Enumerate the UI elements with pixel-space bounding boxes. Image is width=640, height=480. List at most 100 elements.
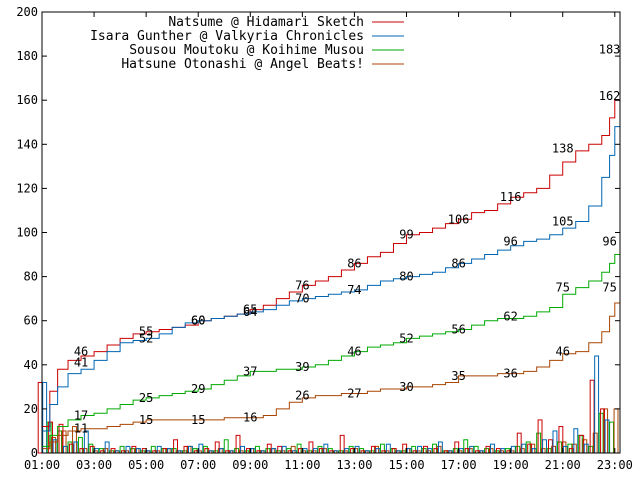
hour-bar: [202, 445, 208, 454]
data-label: 46: [347, 345, 361, 359]
data-label: 56: [451, 323, 465, 337]
data-label: 29: [191, 382, 205, 396]
data-label: 26: [295, 389, 309, 403]
x-tick-label: 15:00: [388, 458, 424, 472]
hour-bar: [167, 448, 173, 454]
hour-bar: [417, 445, 423, 454]
hour-bar: [281, 445, 287, 454]
data-label: 76: [295, 278, 309, 292]
y-tick-label: 100: [16, 226, 38, 240]
plot-frame: [41, 11, 621, 454]
y-tick-label: 40: [24, 358, 38, 372]
hour-bar: [609, 421, 614, 454]
hour-bar: [604, 419, 610, 454]
hour-bar: [130, 448, 135, 454]
hour-bar: [594, 355, 600, 454]
hour-bar: [510, 445, 516, 454]
hour-bar: [125, 445, 131, 454]
hour-bar: [557, 441, 562, 454]
data-label: 15: [191, 413, 205, 427]
hour-bar: [546, 448, 552, 454]
hour-bar: [525, 441, 531, 454]
hour-bar: [598, 412, 604, 454]
data-label: 65: [243, 303, 257, 317]
hour-bar: [88, 443, 94, 454]
hour-bar: [317, 445, 323, 454]
hour-bar: [135, 448, 141, 454]
data-label: 62: [503, 309, 517, 323]
hour-bar: [390, 448, 396, 454]
data-label: 106: [448, 212, 470, 226]
x-tick-label: 13:00: [336, 458, 372, 472]
data-label: 37: [243, 364, 257, 378]
hour-bar: [536, 432, 542, 454]
legend-label: Hatsune Otonashi @ Angel Beats!: [121, 57, 364, 72]
data-label: 30: [399, 380, 413, 394]
hour-bar: [254, 445, 260, 454]
hour-bar: [613, 408, 619, 454]
hour-bar: [57, 430, 63, 454]
data-label: 138: [552, 142, 574, 156]
hour-bar: [234, 448, 240, 454]
data-label: 35: [451, 369, 465, 383]
data-label: 16: [243, 411, 257, 425]
hour-bar: [515, 445, 521, 454]
data-label: 116: [500, 190, 522, 204]
y-tick-label: 80: [24, 270, 38, 284]
hour-bar: [537, 419, 543, 454]
y-tick-label: 60: [24, 314, 38, 328]
x-tick-label: 19:00: [493, 458, 529, 472]
hour-bar: [463, 439, 469, 454]
x-tick-label: 17:00: [441, 458, 477, 472]
hour-bar: [271, 448, 277, 454]
data-label: 80: [399, 270, 413, 284]
data-labels: 4655606576869910611613818341526064707480…: [74, 42, 621, 435]
data-label: 52: [139, 331, 153, 345]
data-label: 183: [599, 42, 621, 56]
hour-bar: [452, 448, 458, 454]
hour-bar: [473, 445, 479, 454]
hour-bar: [406, 448, 412, 454]
data-label: 60: [191, 314, 205, 328]
hour-bar: [188, 445, 193, 454]
hour-bar: [63, 445, 68, 454]
data-label: 86: [451, 256, 465, 270]
data-label: 60: [191, 314, 205, 328]
x-tick-label: 11:00: [284, 458, 320, 472]
hour-bar: [385, 443, 391, 454]
hour-bar: [583, 443, 589, 454]
data-label: 96: [602, 234, 616, 248]
hour-bar: [77, 437, 83, 454]
hour-bar: [588, 445, 594, 454]
data-label: 55: [139, 325, 153, 339]
data-label: 46: [555, 345, 569, 359]
hour-bar: [577, 434, 583, 454]
y-tick-label: 180: [16, 49, 38, 63]
series-line: [42, 95, 621, 432]
data-label: 96: [503, 234, 517, 248]
data-label: 75: [555, 281, 569, 295]
data-label: 36: [503, 367, 517, 381]
y-tick-label: 200: [16, 5, 38, 19]
y-tick-label: 120: [16, 181, 38, 195]
data-label: 64: [243, 305, 257, 319]
hour-bar: [150, 445, 156, 454]
data-label: 105: [552, 214, 574, 228]
data-label: 162: [599, 89, 621, 103]
x-tick-label: 05:00: [128, 458, 164, 472]
data-label: 99: [399, 228, 413, 242]
legend-label: Sousou Moutoku @ Koihime Musou: [129, 43, 364, 58]
hour-bar: [104, 441, 110, 454]
data-label: 11: [74, 422, 88, 436]
hour-bar: [469, 445, 475, 454]
x-tick-label: 09:00: [232, 458, 268, 472]
data-label: 17: [74, 409, 88, 423]
data-label: 52: [399, 331, 413, 345]
y-tick-label: 20: [24, 402, 38, 416]
data-label: 41: [74, 356, 88, 370]
data-label: 70: [295, 292, 309, 306]
hour-bar: [562, 445, 568, 454]
legend-label: Natsume @ Hidamari Sketch: [168, 15, 364, 30]
